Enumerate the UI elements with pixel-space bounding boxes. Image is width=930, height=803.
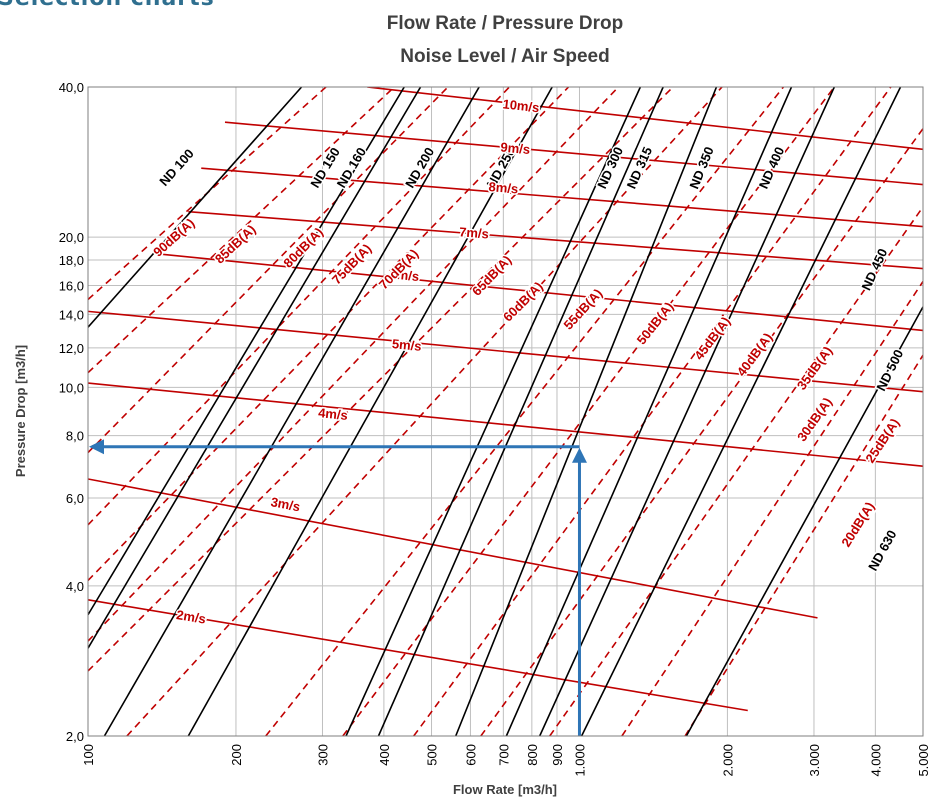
x-tick-label: 600 <box>463 744 478 766</box>
x-tick-label: 100 <box>81 744 96 766</box>
noise-line-85db-a <box>88 87 395 374</box>
x-tick-label: 300 <box>315 744 330 766</box>
air-speed-label-6m-s: 6m/s <box>389 266 420 284</box>
x-tick-label: 800 <box>525 744 540 766</box>
y-tick-label: 16,0 <box>59 279 84 294</box>
duct-lines <box>88 87 923 736</box>
noise-label-65db-a: 65dB(A) <box>469 252 514 298</box>
y-tick-label: 12,0 <box>59 341 84 356</box>
air-speed-label-2m-s: 2m/s <box>175 607 207 627</box>
x-tick-label: 900 <box>550 744 565 766</box>
axis-ticks: 100 200 300 400 500 600 700 800 900 1.000 2.000 3.0… <box>59 80 930 777</box>
noise-label-50db-a: 50dB(A) <box>634 299 677 347</box>
duct-line-nd-630 <box>685 306 923 736</box>
chart-title: Flow Rate / Pressure Drop <box>387 13 624 34</box>
noise-label-35db-a: 35dB(A) <box>794 343 835 392</box>
x-tick-label: 3.000 <box>807 744 822 777</box>
air-speed-line-3m-s <box>88 478 818 619</box>
noise-line-65db-a <box>88 87 619 642</box>
noise-line-70db-a <box>88 87 570 582</box>
duct-line-nd-250 <box>187 87 553 736</box>
duct-line-nd-100 <box>88 87 303 328</box>
x-tick-label: 2.000 <box>720 744 735 777</box>
air-speed-line-10m-s <box>367 87 923 151</box>
y-tick-label: 4,0 <box>66 579 84 594</box>
noise-label-25db-a: 25dB(A) <box>862 416 902 466</box>
duct-line-nd-450 <box>538 87 836 736</box>
noise-line-55db-a <box>126 87 723 736</box>
y-tick-label: 10,0 <box>59 380 84 395</box>
noise-line-75db-a <box>88 87 510 526</box>
noise-lines <box>88 87 923 736</box>
air-speed-label-10m-s: 10m/s <box>502 96 540 115</box>
y-axis-label: Pressure Drop [m3/h] <box>13 345 28 477</box>
noise-label-80db-a: 80dB(A) <box>280 225 326 271</box>
y-tick-label: 14,0 <box>59 307 84 322</box>
noise-label-20db-a: 20dB(A) <box>838 499 877 549</box>
noise-line-60db-a <box>88 87 674 672</box>
x-tick-label: 200 <box>229 744 244 766</box>
air-speed-line-8m-s <box>201 167 923 228</box>
duct-line-nd-500 <box>580 87 902 736</box>
air-speed-line-4m-s <box>88 382 923 467</box>
noise-line-80db-a <box>88 87 449 454</box>
air-speed-label-5m-s: 5m/s <box>391 336 422 354</box>
air-speed-line-2m-s <box>88 599 748 712</box>
air-speed-line-6m-s <box>159 253 923 332</box>
noise-line-20db-a <box>684 354 923 736</box>
air-speed-label-3m-s: 3m/s <box>270 494 302 514</box>
plot-area <box>88 87 923 736</box>
x-tick-label: 400 <box>377 744 392 766</box>
duct-line-nd-300 <box>345 87 642 736</box>
x-tick-label: 500 <box>425 744 440 766</box>
duct-line-nd-150 <box>88 87 405 616</box>
x-tick-label: 5.000 <box>916 744 930 777</box>
duct-label-nd-630: ND 630 <box>865 527 899 573</box>
y-tick-label: 8,0 <box>66 429 84 444</box>
duct-label-nd-500: ND 500 <box>873 347 906 393</box>
noise-line-45db-a <box>342 87 835 736</box>
noise-line-50db-a <box>265 87 785 736</box>
y-tick-label: 20,0 <box>59 230 84 245</box>
air-speed-line-7m-s <box>188 210 923 270</box>
duct-line-nd-400 <box>505 87 793 736</box>
section-header: Selection charts <box>0 0 215 11</box>
noise-line-25db-a <box>621 281 923 736</box>
air-speed-label-7m-s: 7m/s <box>459 224 490 241</box>
x-tick-label: 4.000 <box>868 744 883 777</box>
x-axis-label: Flow Rate [m3/h] <box>453 782 557 797</box>
duct-line-nd-315 <box>377 87 664 736</box>
noise-label-30db-a: 30dB(A) <box>794 395 835 444</box>
air-speed-label-8m-s: 8m/s <box>488 179 519 196</box>
plot-frame <box>87 86 924 737</box>
x-tick-label: 700 <box>496 744 511 766</box>
y-tick-label: 6,0 <box>66 491 84 506</box>
air-speed-label-9m-s: 9m/s <box>500 139 531 157</box>
air-speed-label-4m-s: 4m/s <box>318 405 349 423</box>
duct-label-nd-400: ND 400 <box>756 145 787 191</box>
chart-subtitle: Noise Level / Air Speed <box>400 46 609 67</box>
air-speed-line-9m-s <box>224 121 923 186</box>
y-tick-label: 18,0 <box>59 253 84 268</box>
duct-line-nd-200 <box>103 87 480 736</box>
y-tick-label: 40,0 <box>59 80 84 95</box>
noise-line-40db-a <box>413 87 892 736</box>
noise-line-35db-a <box>480 128 923 736</box>
duct-line-nd-160 <box>88 87 422 649</box>
noise-label-55db-a: 55dB(A) <box>561 286 606 333</box>
air-speed-line-5m-s <box>88 310 923 393</box>
duct-line-nd-350 <box>454 87 718 736</box>
duct-label-nd-100: ND 100 <box>156 146 196 189</box>
y-tick-label: 2,0 <box>66 729 84 744</box>
air-speed-lines <box>88 87 923 712</box>
example-reading <box>89 439 587 736</box>
x-tick-label: 1.000 <box>572 744 587 777</box>
